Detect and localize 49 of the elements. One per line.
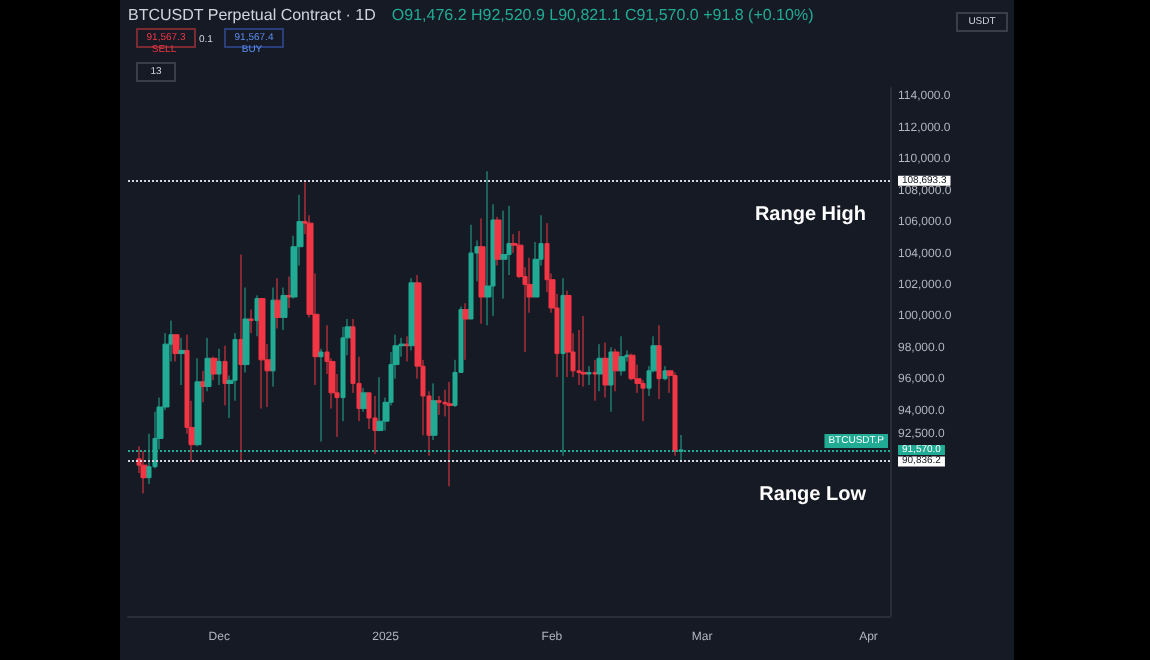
chart-subtitle: O91,476.2 H92,520.9 L90,821.1 C91,570.0 +91.8 (+0.10%) [391,6,814,24]
candlestick [618,335,626,377]
candlestick [340,326,346,422]
candlestick [430,382,438,441]
candlestick [662,365,668,381]
candlestick [462,302,470,361]
candlestick [592,359,598,402]
candlestick [172,334,180,362]
candlestick [254,294,260,337]
candlestick [238,254,244,461]
candlestick [372,395,378,455]
candlestick [140,450,148,494]
candlestick [248,309,254,334]
candlestick [608,346,614,413]
candlestick [436,395,442,416]
candlestick [360,387,368,413]
candlestick [210,356,218,381]
candlestick [274,277,282,329]
candlestick [318,348,324,443]
candlestick [194,357,202,447]
candlestick [446,381,454,487]
candlestick [222,345,228,406]
candlestick [484,170,492,326]
candlestick [586,365,592,386]
candlestick [612,348,620,392]
candlestick [468,224,474,320]
candlestick [216,348,222,386]
candlestick [242,287,250,373]
candlestick [258,298,266,410]
candlestick [602,342,610,399]
ref-line-label: Range Low [759,484,867,507]
candlestick [376,376,384,432]
candlestick [200,370,206,403]
chart-title: BTCUSDT Perpetual Contract · 1D [128,6,376,24]
candlestick [286,276,292,309]
candlestick [656,324,662,400]
candlestick [478,217,486,325]
candlestick [596,343,604,392]
candlestick [178,337,186,386]
candlestick [280,287,288,331]
candlestick [404,335,410,362]
candlestick [494,216,502,267]
candlestick [564,290,572,378]
candlestick [580,315,588,388]
candlestick [500,210,508,300]
candlestick [672,371,678,457]
ref-line-label: Range High [754,203,866,226]
candlestick [204,337,212,392]
candlestick [270,287,276,388]
